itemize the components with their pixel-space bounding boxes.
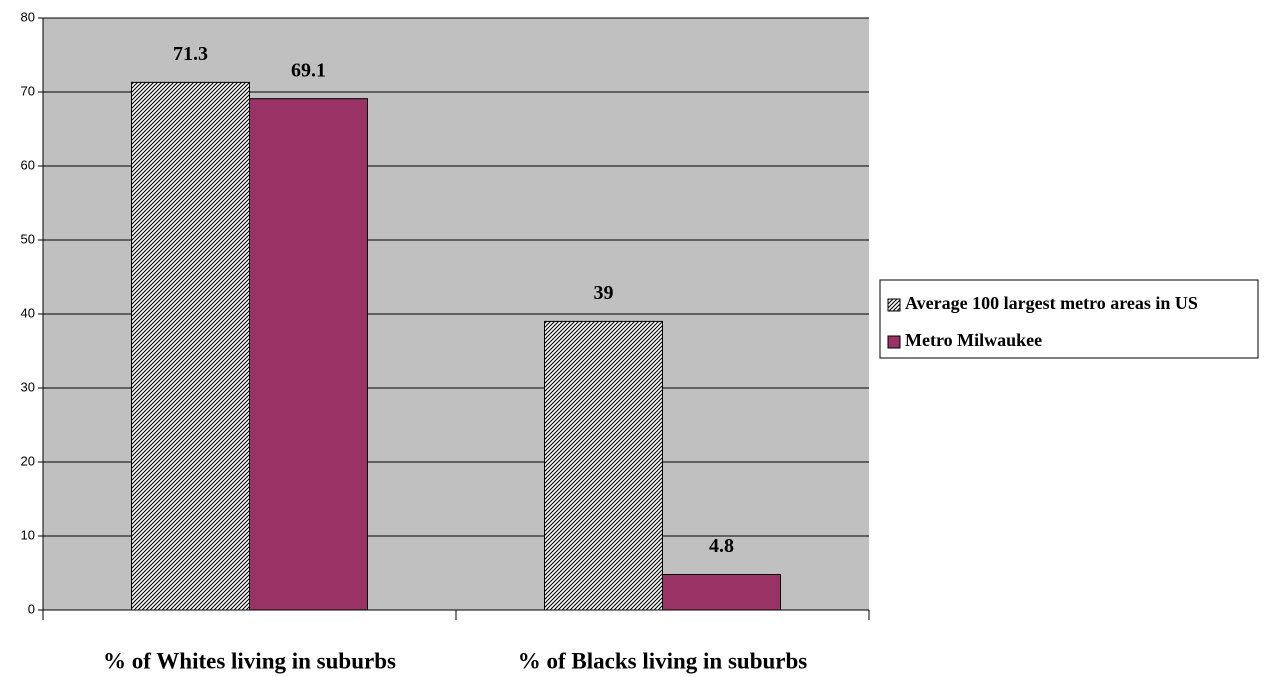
y-tick-label: 30 [21,379,35,394]
legend-label: Average 100 largest metro areas in US [905,293,1198,313]
y-tick-label: 0 [28,601,35,616]
value-label: 69.1 [291,59,326,81]
bar [662,573,781,611]
legend-box [879,279,1259,359]
y-tick-label: 70 [21,83,35,98]
y-tick-label: 60 [21,157,35,172]
y-tick-label: 20 [21,453,35,468]
bar [544,320,663,611]
x-tick-label: % of Blacks living in suburbs [518,648,808,673]
y-tick-label: 10 [21,527,35,542]
x-tick-label: % of Whites living in suburbs [103,648,396,673]
y-tick-label: 80 [21,9,35,24]
legend-label: Metro Milwaukee [905,330,1042,350]
bar [131,81,250,611]
legend-swatch [887,298,901,312]
legend-swatch [887,335,901,349]
y-tick-label: 50 [21,231,35,246]
value-label: 71.3 [173,43,208,65]
y-tick-label: 40 [21,305,35,320]
value-label: 4.8 [709,535,734,557]
value-label: 39 [594,282,614,304]
bar [249,98,368,611]
